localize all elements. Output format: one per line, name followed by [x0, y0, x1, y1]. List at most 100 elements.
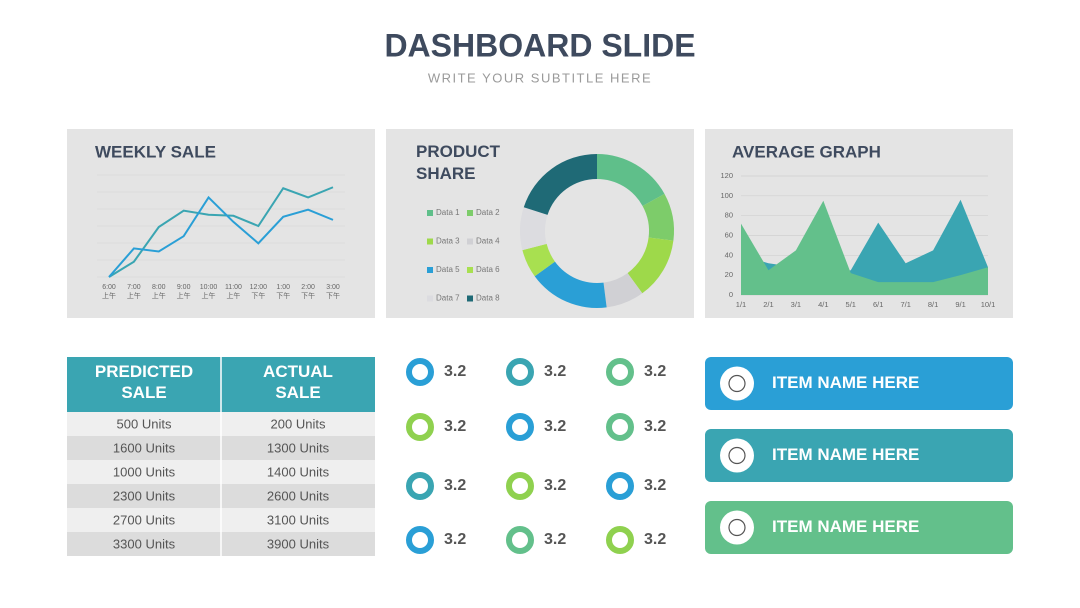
y-tick-label: 80 — [725, 211, 733, 220]
ring-icon — [406, 413, 434, 441]
pie-slice — [523, 154, 597, 215]
table-cell: 1400 Units — [267, 464, 330, 479]
table-cell: 3100 Units — [267, 512, 330, 527]
x-tick-label: 9:00 上午 — [177, 284, 191, 300]
ring-icon — [606, 526, 634, 554]
item-label: ITEM NAME HERE — [772, 373, 919, 392]
x-tick-label: 7/1 — [900, 300, 910, 309]
ring-label: 3.2 — [544, 363, 566, 380]
panel — [67, 129, 375, 318]
pie-slice — [597, 154, 665, 206]
table-cell: 2600 Units — [267, 488, 330, 503]
pie-slice — [603, 273, 643, 308]
chart-title: PRODUCT SHARE — [416, 142, 501, 183]
ring-label: 3.2 — [544, 418, 566, 435]
x-tick-label: 2:00 下午 — [301, 284, 315, 300]
ring-label: 3.2 — [544, 477, 566, 494]
x-tick-label: 12:00 下午 — [250, 284, 268, 300]
ring-label: 3.2 — [644, 418, 666, 435]
table-cell: 2300 Units — [113, 488, 176, 503]
x-tick-label: 2/1 — [763, 300, 773, 309]
legend-label: Data 4 — [476, 237, 500, 246]
x-tick-label: 3/1 — [791, 300, 801, 309]
ring-icon — [506, 358, 534, 386]
table-cell: 3300 Units — [113, 536, 176, 551]
y-tick-label: 0 — [729, 290, 733, 299]
table-cell: 1000 Units — [113, 464, 176, 479]
chart-title: WEEKLY SALE — [95, 142, 216, 161]
ring-icon — [606, 472, 634, 500]
x-tick-label: 8/1 — [928, 300, 938, 309]
legend-label: Data 6 — [476, 265, 500, 274]
legend-label: Data 3 — [436, 237, 460, 246]
x-tick-label: 1:00 下午 — [276, 284, 290, 300]
legend-label: Data 8 — [476, 294, 500, 303]
slide-subtitle: WRITE YOUR SUBTITLE HERE — [428, 70, 652, 85]
table-header-text: ACTUAL SALE — [263, 362, 333, 402]
legend-swatch — [427, 295, 433, 302]
legend-swatch — [427, 267, 433, 273]
ring-icon — [406, 526, 434, 554]
x-tick-label: 9/1 — [955, 300, 965, 309]
item-background — [705, 357, 1013, 410]
x-tick-label: 11:00 上午 — [225, 284, 242, 300]
y-tick-label: 60 — [725, 230, 733, 239]
legend-label: Data 5 — [436, 265, 460, 274]
ring-icon — [406, 472, 434, 500]
table-cell: 1300 Units — [267, 440, 330, 455]
ring-label: 3.2 — [444, 531, 466, 548]
line-series — [108, 195, 334, 278]
ring-icon — [406, 358, 434, 386]
pie-slice — [520, 207, 548, 251]
y-tick-label: 100 — [720, 191, 733, 200]
y-tick-label: 40 — [725, 250, 733, 259]
ring-label: 3.2 — [644, 531, 666, 548]
x-tick-label: 6:00 上午 — [102, 284, 116, 300]
chart-title: AVERAGE GRAPH — [732, 142, 881, 161]
item-button[interactable]: ITEM NAME HERE — [705, 357, 1013, 410]
ring-label: 3.2 — [644, 477, 666, 494]
ring-icon — [506, 413, 534, 441]
table-header-text: PREDICTED SALE — [95, 362, 193, 402]
pie-slice — [522, 243, 555, 277]
item-icon-glyph — [728, 518, 746, 537]
ring-icon — [506, 526, 534, 554]
x-tick-label: 8:00 上午 — [152, 284, 166, 300]
item-icon-glyph — [728, 446, 746, 465]
ring-label: 3.2 — [444, 363, 466, 380]
content: 6:00 上午 7:00 上午 8:00 上午 9:00 上午 10:00 上午 11:00 上午 12… — [67, 154, 1013, 556]
legend-swatch — [467, 210, 473, 216]
legend-swatch — [427, 238, 433, 245]
legend-swatch — [427, 210, 433, 216]
ring-icon — [506, 472, 534, 500]
y-tick-label: 20 — [725, 270, 733, 279]
x-tick-label: 7:00 上午 — [127, 284, 141, 300]
table-cell: 500 Units — [117, 416, 172, 431]
table-cell: 2700 Units — [113, 512, 176, 527]
x-tick-label: 3:00 下午 — [326, 284, 340, 300]
x-tick-label: 5/1 — [846, 300, 856, 309]
ring-label: 3.2 — [444, 418, 466, 435]
legend-label: Data 7 — [436, 294, 460, 303]
item-background — [705, 429, 1013, 482]
item-button[interactable]: ITEM NAME HERE — [705, 429, 1013, 482]
legend-label: Data 2 — [476, 208, 500, 217]
line-series — [108, 186, 334, 278]
slide-title: DASHBOARD SLIDE — [384, 27, 695, 63]
item-label: ITEM NAME HERE — [772, 517, 919, 536]
table-cell: 3900 Units — [267, 536, 330, 551]
pie-slice — [534, 261, 607, 308]
ring-label: 3.2 — [544, 531, 566, 548]
pie-slice — [627, 237, 674, 294]
table-cell: 1600 Units — [113, 440, 176, 455]
legend-swatch — [467, 295, 473, 302]
legend-label: Data 1 — [436, 208, 460, 217]
legend-swatch — [467, 267, 473, 273]
ring-label: 3.2 — [444, 477, 466, 494]
item-label: ITEM NAME HERE — [772, 445, 919, 464]
item-icon-glyph — [728, 374, 746, 393]
item-button[interactable]: ITEM NAME HERE — [705, 501, 1013, 554]
x-tick-label: 10:00 上午 — [200, 284, 218, 300]
ring-icon — [606, 358, 634, 386]
